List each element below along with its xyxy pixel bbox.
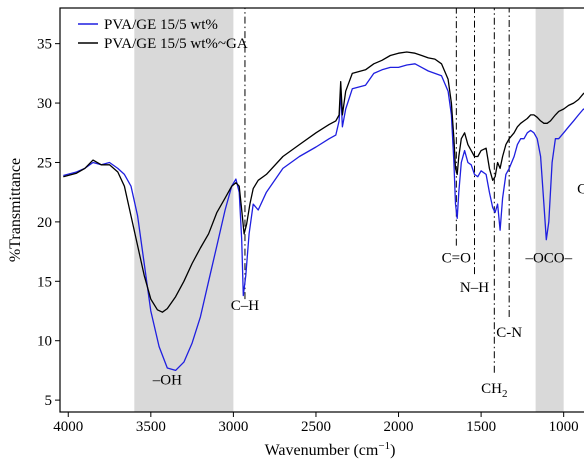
annotation-0: –OH — [152, 373, 182, 389]
annotation-text-6: –OCO– — [524, 250, 572, 266]
y-tick-label-3: 20 — [37, 215, 52, 231]
annotation-text-0: –OH — [152, 373, 182, 389]
x-axis-title-main: Wavenumber (cm — [265, 442, 379, 459]
annotation-6: –OCO– — [524, 250, 572, 266]
annotation-4: C-N — [496, 325, 522, 341]
legend-label-0: PVA/GE 15/5 wt% — [104, 17, 218, 33]
x-tick-label-6: 1000 — [549, 419, 579, 435]
annotation-text-7: C-O — [577, 181, 584, 197]
reference-lines — [244, 8, 510, 373]
x-tick-label-5: 1500 — [466, 419, 496, 435]
x-axis-ticks: 4000 3500 3000 2500 2000 1500 1000 — [53, 412, 579, 435]
x-tick-label-1: 3500 — [136, 419, 166, 435]
x-axis-title: Wavenumber (cm−1) — [265, 440, 396, 459]
annotation-3: N–H — [460, 280, 489, 296]
shaded-bands — [134, 8, 564, 412]
x-tick-label-0: 4000 — [53, 419, 83, 435]
x-axis-title-sup: −1 — [378, 440, 390, 452]
legend: PVA/GE 15/5 wt% PVA/GE 15/5 wt%~GA — [78, 17, 248, 52]
series-line-0 — [63, 63, 584, 372]
x-tick-label-3: 2500 — [301, 419, 331, 435]
y-axis-ticks: 5 10 15 20 25 30 35 — [37, 37, 60, 409]
shaded-band-0 — [134, 8, 234, 412]
annotation-text-3: N–H — [460, 280, 489, 296]
y-tick-label-0: 5 — [45, 393, 53, 409]
y-axis-title: %Transmittance — [7, 158, 24, 262]
y-tick-label-4: 25 — [37, 155, 52, 171]
x-axis-title-close: ) — [390, 442, 395, 459]
annotation-text-5: CH — [481, 381, 502, 397]
annotation-text-1: C–H — [231, 298, 260, 314]
series-group — [63, 51, 584, 372]
plot-frame — [59, 7, 584, 413]
x-tick-label-2: 3000 — [218, 419, 248, 435]
annotation-sub-5: 2 — [502, 388, 508, 400]
annotation-text-4: C-N — [496, 325, 522, 341]
annotation-2: C=O — [442, 250, 471, 266]
annotation-text-2: C=O — [442, 250, 471, 266]
y-tick-label-2: 15 — [37, 274, 52, 290]
y-tick-label-6: 35 — [37, 37, 52, 53]
series-line-1 — [63, 51, 584, 313]
annotations: –OH C–H C=O N–H C-N CH2 –OCO– C-O — [152, 181, 584, 400]
x-tick-label-4: 2000 — [384, 419, 414, 435]
legend-label-1: PVA/GE 15/5 wt%~GA — [104, 36, 248, 52]
y-tick-label-5: 30 — [37, 96, 52, 112]
annotation-7: C-O — [577, 181, 584, 197]
annotation-1: C–H — [231, 298, 260, 314]
y-tick-label-1: 10 — [37, 334, 52, 350]
annotation-5: CH2 — [481, 381, 507, 400]
